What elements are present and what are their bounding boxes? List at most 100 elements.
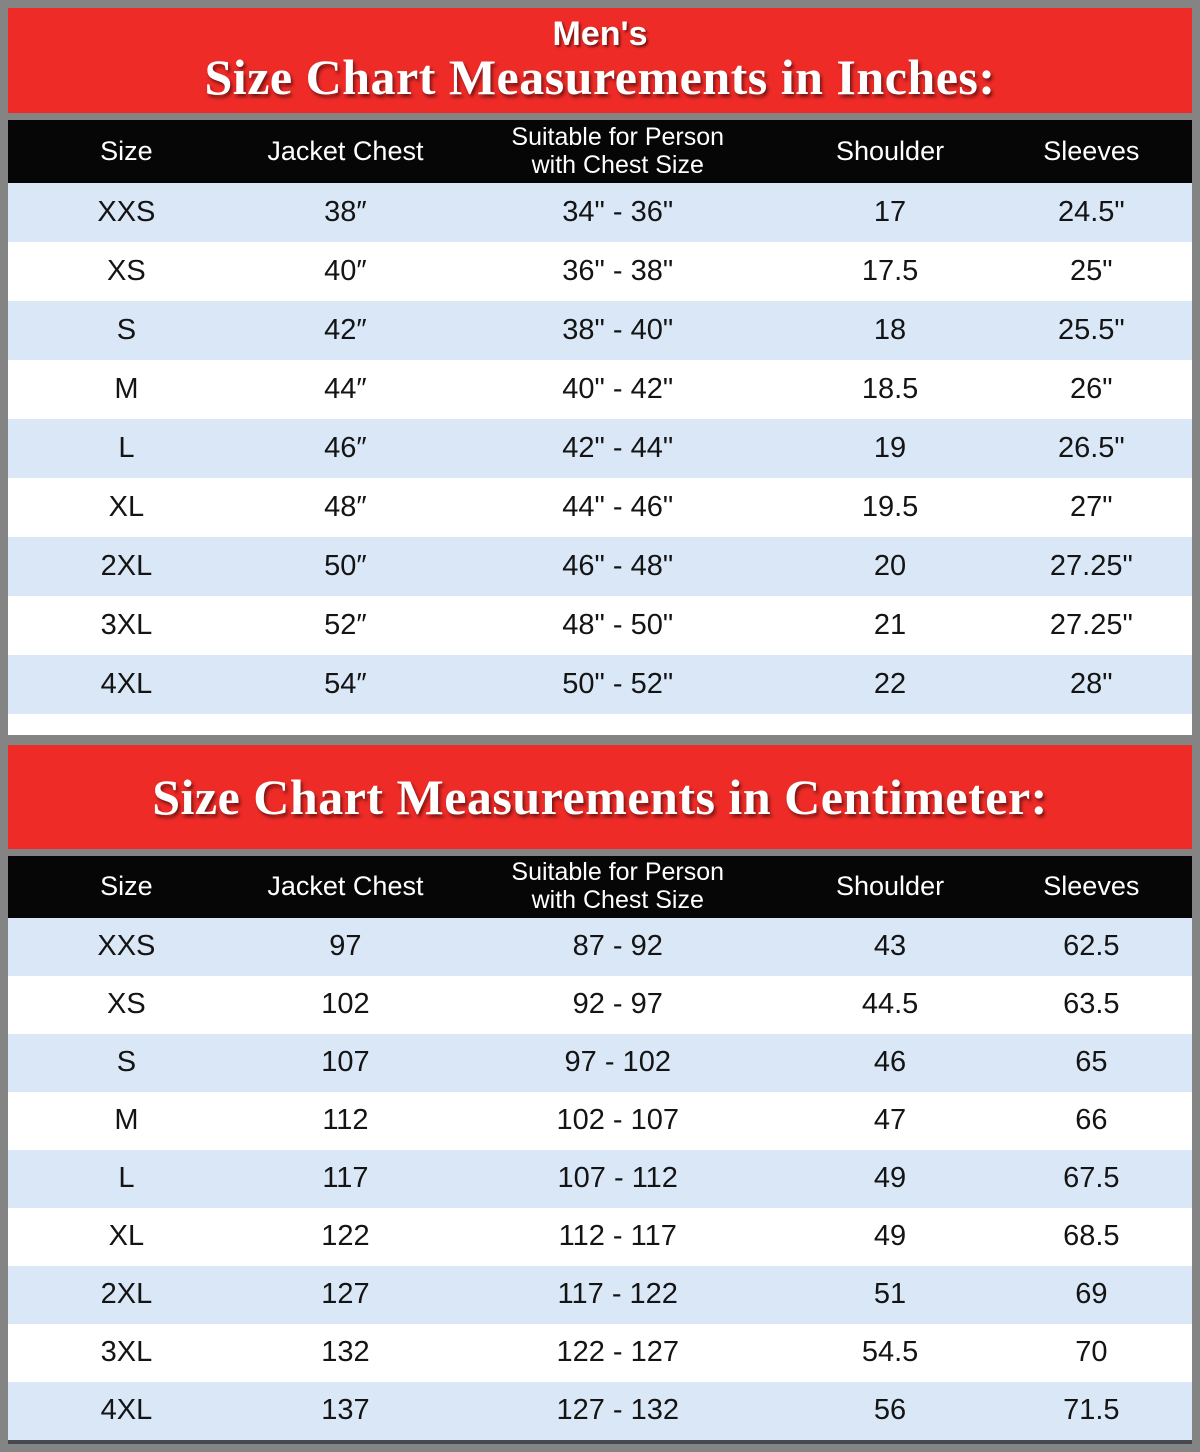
table-cell: 2XL: [100, 550, 153, 583]
table-row-l: L 46″ 42" - 44" 19 26.5": [8, 419, 1192, 479]
table-cell: XXS: [97, 196, 156, 229]
table-cell: 92 - 97: [572, 988, 663, 1021]
table-cell: XS: [107, 255, 146, 288]
table-cell: 18: [873, 314, 907, 347]
table-row-3xl: 3XL 132 122 - 127 54.5 70: [8, 1323, 1192, 1382]
table-cell: 27": [1070, 491, 1113, 524]
table-cell: 18.5: [861, 373, 919, 406]
table-cell: 25.5": [1057, 314, 1125, 347]
table-row-s: S 107 97 - 102 46 65: [8, 1033, 1192, 1092]
table-cell: 117 - 122: [557, 1278, 678, 1311]
table-row-xl: XL 122 112 - 117 49 68.5: [8, 1207, 1192, 1266]
inches-table: Size Jacket Chest Suitable for Person wi…: [8, 120, 1192, 736]
table-cell: 65: [1075, 1046, 1108, 1079]
table-row-2xl: 2XL 50″ 46" - 48" 20 27.25": [8, 537, 1192, 597]
table-cell: 127 - 132: [556, 1394, 680, 1427]
table-cell: 112 - 117: [558, 1220, 677, 1253]
table-cell: 28": [1070, 668, 1113, 701]
table-row-4xl: 4XL 54″ 50" - 52" 22 28": [8, 655, 1192, 715]
inches-banner-title: Size Chart Measurements in Inches:: [204, 49, 996, 106]
table-cell: 102: [321, 988, 370, 1021]
table-cell: 40" - 42": [562, 373, 674, 406]
table-cell: 112: [322, 1104, 369, 1137]
table-cell: 4XL: [100, 1394, 153, 1427]
table-cell: 97: [329, 930, 362, 963]
table-row-2xl: 2XL 127 117 - 122 51 69: [8, 1265, 1192, 1324]
table-cell: 49: [873, 1162, 907, 1195]
table-cell: 44" - 46": [562, 491, 674, 524]
table-row-l: L 117 107 - 112 49 67.5: [8, 1149, 1192, 1208]
table-cell: 102 - 107: [556, 1104, 680, 1137]
table-cell: 43: [873, 930, 907, 963]
table-cell: 127: [321, 1278, 370, 1311]
inches-table-body: XXS 38″ 34" - 36" 17 24.5" XS 40″ 36" - 38" 17.5…: [8, 183, 1192, 715]
table-cell: 36" - 38": [562, 255, 674, 288]
table-row-xxs: XXS 97 87 - 92 43 62.5: [8, 917, 1192, 976]
table-cell: 22: [873, 668, 907, 701]
table-row-xl: XL 48″ 44" - 46" 19.5 27": [8, 478, 1192, 538]
table-row-xxs: XXS 38″ 34" - 36" 17 24.5": [8, 183, 1192, 243]
table-cell: 42″: [324, 314, 367, 347]
table-cell: 44.5: [861, 988, 919, 1021]
cm-table-header-row: Size Jacket Chest Suitable for Person wi…: [8, 855, 1192, 918]
header-cell-chest-size: Suitable for Person with Chest Size: [511, 858, 725, 914]
header-cell-shoulder: Shoulder: [836, 871, 945, 902]
table-row-3xl: 3XL 52″ 48" - 50" 21 27.25": [8, 596, 1192, 656]
table-cell: 42" - 44": [562, 432, 674, 465]
table-cell: 2XL: [100, 1278, 153, 1311]
table-cell: 51: [873, 1278, 907, 1311]
header-cell-size: Size: [100, 135, 153, 166]
table-cell: 46: [873, 1046, 907, 1079]
table-cell: L: [118, 1162, 135, 1195]
table-cell: 3XL: [100, 609, 153, 642]
header-cell-sleeves: Sleeves: [1043, 871, 1140, 902]
table-row-xs: XS 102 92 - 97 44.5 63.5: [8, 975, 1192, 1034]
table-cell: 46" - 48": [562, 550, 674, 583]
table-cell: 71.5: [1063, 1394, 1120, 1427]
table-cell: 69: [1075, 1278, 1108, 1311]
header-cell-chest-size: Suitable for Person with Chest Size: [511, 123, 725, 179]
inches-table-footer-strip: [8, 714, 1192, 736]
header-cell-size: Size: [100, 871, 153, 902]
table-cell: 97 - 102: [564, 1046, 671, 1079]
table-cell: 26.5": [1057, 432, 1125, 465]
header-cell-shoulder: Shoulder: [836, 135, 945, 166]
table-cell: M: [114, 373, 139, 406]
table-cell: 27.25": [1049, 550, 1133, 583]
table-cell: 67.5: [1063, 1162, 1120, 1195]
table-cell: 38″: [324, 196, 367, 229]
table-cell: XS: [107, 988, 146, 1021]
table-cell: 107 - 112: [557, 1162, 678, 1195]
table-cell: 50" - 52": [562, 668, 674, 701]
inches-banner: Men's Size Chart Measurements in Inches:: [8, 8, 1192, 114]
table-cell: 70: [1075, 1336, 1108, 1369]
table-cell: 26": [1070, 373, 1113, 406]
cm-table-bottom-border: [8, 1439, 1192, 1444]
table-cell: S: [116, 1046, 137, 1079]
table-cell: 48" - 50": [562, 609, 674, 642]
table-cell: 68.5: [1063, 1220, 1120, 1253]
table-cell: 3XL: [100, 1336, 153, 1369]
table-cell: 24.5": [1057, 196, 1125, 229]
table-cell: 34" - 36": [562, 196, 674, 229]
table-row-4xl: 4XL 137 127 - 132 56 71.5: [8, 1381, 1192, 1440]
table-cell: 17.5: [861, 255, 919, 288]
table-cell: 62.5: [1063, 930, 1120, 963]
table-cell: 122 - 127: [556, 1336, 680, 1369]
table-cell: 46″: [324, 432, 367, 465]
table-cell: 21: [873, 609, 907, 642]
table-cell: S: [116, 314, 137, 347]
table-cell: 50″: [324, 550, 367, 583]
table-cell: 54.5: [861, 1336, 919, 1369]
inches-table-header-row: Size Jacket Chest Suitable for Person wi…: [8, 120, 1192, 184]
table-cell: 117: [322, 1162, 369, 1195]
table-cell: 17: [873, 196, 907, 229]
table-cell: 137: [321, 1394, 370, 1427]
table-cell: 19: [873, 432, 907, 465]
divider: [8, 113, 1192, 120]
table-cell: 54″: [324, 668, 367, 701]
header-cell-jacket-chest: Jacket Chest: [267, 871, 424, 902]
table-cell: 40″: [324, 255, 367, 288]
table-cell: 52″: [324, 609, 367, 642]
